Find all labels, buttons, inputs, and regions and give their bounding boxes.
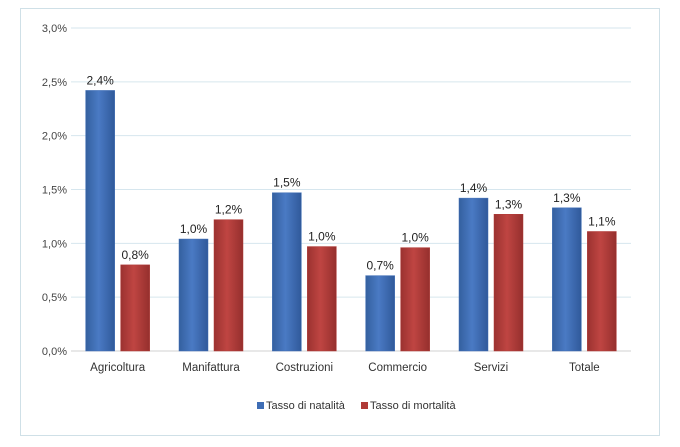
y-tick-label: 2,5% (42, 77, 67, 89)
bar-mortalita (400, 247, 430, 352)
y-tick-label: 0,5% (42, 292, 67, 304)
gridlines (71, 27, 631, 352)
bar-mortalita (307, 246, 337, 352)
y-tick-label: 2,0% (42, 131, 67, 143)
bar-mortalita (120, 264, 150, 352)
x-category-label: Manifattura (182, 362, 240, 374)
y-tick-label: 1,5% (42, 185, 67, 197)
data-label: 1,3% (553, 191, 581, 205)
data-label: 1,0% (308, 230, 336, 244)
x-category-label: Commercio (368, 362, 427, 374)
bar-chart: 0,0% 0,5% 1,0% 1,5% 2,0% 2,5% 3,0% 2,4% 0,8% 1,0… (42, 23, 631, 412)
bar-natalita (552, 207, 582, 352)
chart-container: 0,0% 0,5% 1,0% 1,5% 2,0% 2,5% 3,0% 2,4% 0,8% 1,0… (20, 8, 660, 436)
y-tick-label: 0,0% (42, 346, 67, 358)
x-category-label: Servizi (474, 362, 509, 374)
data-labels: 2,4% 0,8% 1,0% 1,2% 1,5% 1,0% 0,7% 1,0% 1,4% 1,3%… (86, 73, 615, 272)
data-label: 1,2% (215, 203, 243, 217)
data-label: 1,5% (273, 176, 301, 190)
legend: Tasso di natalità Tasso di mortalità (257, 400, 456, 412)
data-label: 1,1% (588, 214, 616, 228)
data-label: 2,4% (86, 73, 114, 87)
x-axis-categories: Agricoltura Manifattura Costruzioni Commerc… (90, 362, 599, 374)
bar-natalita (85, 90, 115, 352)
bar-natalita (458, 197, 489, 352)
y-tick-label: 3,0% (42, 23, 67, 35)
data-label: 1,4% (460, 181, 488, 195)
legend-label: Tasso di mortalità (370, 400, 456, 412)
y-axis-ticks: 0,0% 0,5% 1,0% 1,5% 2,0% 2,5% 3,0% (42, 23, 67, 358)
data-label: 1,3% (495, 197, 523, 211)
x-category-label: Costruzioni (276, 362, 334, 374)
data-label: 0,7% (366, 259, 394, 273)
bar-mortalita (587, 231, 617, 352)
x-category-label: Totale (569, 362, 600, 374)
data-label: 1,0% (401, 231, 429, 245)
legend-swatch (361, 402, 368, 409)
data-label: 1,0% (180, 222, 208, 236)
data-label: 0,8% (121, 248, 149, 262)
bar-natalita (178, 238, 209, 352)
bar-natalita (365, 275, 395, 352)
bar-mortalita (493, 214, 524, 352)
bars (85, 90, 617, 352)
x-category-label: Agricoltura (90, 362, 146, 374)
bar-mortalita (213, 219, 244, 352)
bar-natalita (272, 192, 302, 352)
legend-label: Tasso di natalità (266, 400, 346, 412)
y-tick-label: 1,0% (42, 238, 67, 250)
legend-swatch (257, 402, 264, 409)
